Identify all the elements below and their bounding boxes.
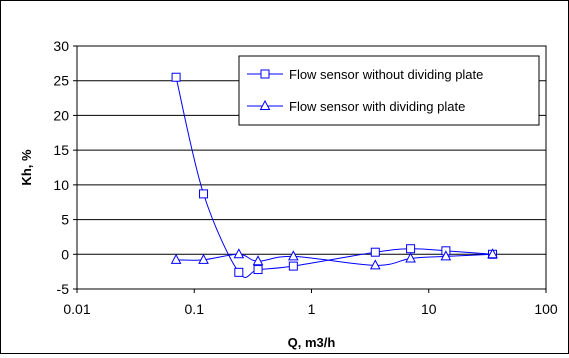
series-2-point xyxy=(405,252,416,263)
legend-marker xyxy=(260,69,270,79)
series-1-point xyxy=(253,265,263,275)
legend-label: Flow sensor without dividing plate xyxy=(289,67,483,82)
y-tick-label: -5 xyxy=(57,281,70,297)
x-tick-label: 0.01 xyxy=(63,301,90,317)
legend-box xyxy=(238,55,540,126)
series-1-point xyxy=(234,267,244,277)
series-2-point xyxy=(440,250,452,261)
series-1-point xyxy=(199,189,209,199)
series-2 xyxy=(170,248,498,270)
legend-label: Flow sensor with dividing plate xyxy=(289,99,465,114)
x-axis-title: Q, m3/h xyxy=(288,335,336,350)
x-tick-labels: 0.01 0.1 1 10 100 xyxy=(63,301,558,317)
series-2-point xyxy=(369,259,381,270)
series-1-point xyxy=(370,247,380,257)
series-2-point xyxy=(252,255,264,266)
x-tick-label: 0.1 xyxy=(185,301,205,317)
legend-marker xyxy=(259,99,271,110)
y-tick-label: 5 xyxy=(61,212,69,228)
legend-item: Flow sensor without dividing plate xyxy=(247,67,483,82)
legend-item: Flow sensor with dividing plate xyxy=(247,99,465,114)
series-1-point xyxy=(288,261,298,271)
y-tick-label: 0 xyxy=(61,246,69,262)
series-2-point xyxy=(288,250,299,261)
x-tick-label: 1 xyxy=(308,301,316,317)
x-tick-label: 10 xyxy=(421,301,437,317)
y-tick-label: 20 xyxy=(53,107,69,123)
y-tick-label: 10 xyxy=(53,177,69,193)
series-1-point xyxy=(406,244,416,254)
x-tick-label: 100 xyxy=(534,301,558,317)
y-tick-label: 25 xyxy=(53,73,69,89)
series-layer xyxy=(170,72,498,278)
y-axis-title: Kh, % xyxy=(19,149,34,186)
series-2-point xyxy=(170,253,182,264)
y-tick-label: 30 xyxy=(53,38,69,54)
series-2-point xyxy=(233,248,245,259)
y-tick-label: 15 xyxy=(53,142,69,158)
series-2-point xyxy=(487,248,498,259)
series-1-point xyxy=(171,72,181,82)
series-2-point xyxy=(198,253,209,264)
legend: Flow sensor without dividing plate Flow s… xyxy=(238,55,540,126)
y-tick-labels: -5 0 5 10 15 20 25 30 xyxy=(53,38,69,297)
axis-ticks xyxy=(73,45,547,293)
chart-svg: -5 0 5 10 15 20 25 30 0.01 0.1 1 10 100 Q, m3/h Kh,… xyxy=(19,38,558,350)
